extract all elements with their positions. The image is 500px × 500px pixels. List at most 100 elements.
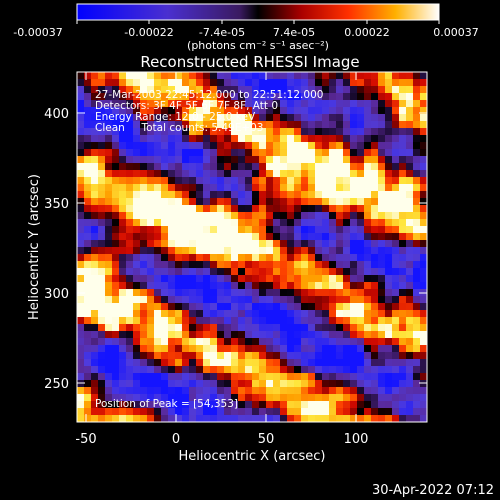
heatmap-cell — [126, 352, 134, 360]
heatmap-cell — [119, 149, 127, 157]
heatmap-cell — [378, 415, 386, 422]
heatmap-cell — [140, 198, 148, 206]
heatmap-cell — [399, 100, 407, 108]
heatmap-cell — [259, 191, 267, 199]
heatmap-cell — [238, 401, 246, 409]
heatmap-cell — [140, 338, 148, 346]
heatmap-cell — [91, 401, 99, 409]
heatmap-cell — [371, 86, 379, 94]
y-axis-ticks — [77, 112, 427, 384]
heatmap-cell — [245, 93, 253, 101]
heatmap-cell — [329, 352, 337, 360]
heatmap-cell — [315, 268, 323, 276]
heatmap-cell — [266, 324, 274, 332]
heatmap-cell — [196, 163, 204, 171]
heatmap-cell — [294, 324, 302, 332]
heatmap-cell — [329, 331, 337, 339]
heatmap-cell — [273, 408, 281, 416]
heatmap-cell — [238, 205, 246, 213]
heatmap-cell — [133, 401, 141, 409]
heatmap-cell — [140, 254, 148, 262]
heatmap-cell — [133, 240, 141, 248]
heatmap-cell — [147, 93, 155, 101]
heatmap-cell — [294, 296, 302, 304]
heatmap-cell — [350, 289, 358, 297]
heatmap-cell — [252, 359, 260, 367]
heatmap-cell — [119, 142, 127, 150]
heatmap-cell — [364, 296, 372, 304]
heatmap-cell — [119, 86, 127, 94]
heatmap-cell — [196, 107, 204, 115]
heatmap-cell — [238, 107, 246, 115]
heatmap-cell — [280, 135, 288, 143]
heatmap-cell — [196, 114, 204, 122]
heatmap-cell — [182, 177, 190, 185]
heatmap-cell — [147, 296, 155, 304]
heatmap-cell — [301, 254, 309, 262]
heatmap-cell — [126, 408, 134, 416]
heatmap-cell — [378, 289, 386, 297]
heatmap-cell — [224, 156, 232, 164]
heatmap-cell — [182, 79, 190, 87]
heatmap-cell — [196, 373, 204, 381]
heatmap-cell — [287, 352, 295, 360]
heatmap-cell — [203, 121, 211, 129]
heatmap-cell — [154, 128, 162, 136]
heatmap-cell — [182, 219, 190, 227]
heatmap-cell — [161, 247, 169, 255]
heatmap-cell — [175, 268, 183, 276]
heatmap-cell — [308, 121, 316, 129]
heatmap-cell — [238, 303, 246, 311]
heatmap-cell — [385, 268, 393, 276]
heatmap-cell — [329, 296, 337, 304]
heatmap-cell — [399, 79, 407, 87]
heatmap-cell — [189, 177, 197, 185]
heatmap-cell — [392, 142, 400, 150]
heatmap-cell — [273, 310, 281, 318]
heatmap-cell — [252, 338, 260, 346]
heatmap-cell — [217, 380, 225, 388]
heatmap-cell — [280, 205, 288, 213]
heatmap-cell — [399, 296, 407, 304]
heatmap-cell — [266, 219, 274, 227]
heatmap-cell — [217, 121, 225, 129]
heatmap-cell — [273, 317, 281, 325]
heatmap-cell — [399, 380, 407, 388]
heatmap-cell — [98, 205, 106, 213]
heatmap-cell — [406, 345, 414, 353]
heatmap-cell — [105, 303, 113, 311]
heatmap-cell — [301, 317, 309, 325]
heatmap-cell — [371, 268, 379, 276]
heatmap-cell — [203, 359, 211, 367]
heatmap-cell — [406, 359, 414, 367]
heatmap-cell — [84, 352, 92, 360]
heatmap-cell — [154, 310, 162, 318]
heatmap-cell — [112, 121, 120, 129]
heatmap-cell — [189, 401, 197, 409]
heatmap-cell — [238, 184, 246, 192]
heatmap-cell — [322, 107, 330, 115]
heatmap-cell — [133, 373, 141, 381]
heatmap-cell — [350, 198, 358, 206]
heatmap-cell — [371, 205, 379, 213]
heatmap-cell — [217, 247, 225, 255]
heatmap-cell — [224, 205, 232, 213]
heatmap-cell — [364, 212, 372, 220]
heatmap-cell — [266, 233, 274, 241]
heatmap-cell — [399, 219, 407, 227]
heatmap-cell — [77, 212, 85, 220]
heatmap-cell — [371, 373, 379, 381]
heatmap-cell — [287, 282, 295, 290]
heatmap-cell — [364, 100, 372, 108]
heatmap-cell — [420, 100, 427, 108]
heatmap-cell — [273, 107, 281, 115]
heatmap-cell — [273, 366, 281, 374]
heatmap-cell — [77, 205, 85, 213]
heatmap-cell — [98, 156, 106, 164]
heatmap-cell — [217, 387, 225, 395]
heatmap-cell — [252, 261, 260, 269]
heatmap-cell — [126, 163, 134, 171]
heatmap-cell — [343, 184, 351, 192]
heatmap-cell — [259, 380, 267, 388]
heatmap-cell — [287, 345, 295, 353]
